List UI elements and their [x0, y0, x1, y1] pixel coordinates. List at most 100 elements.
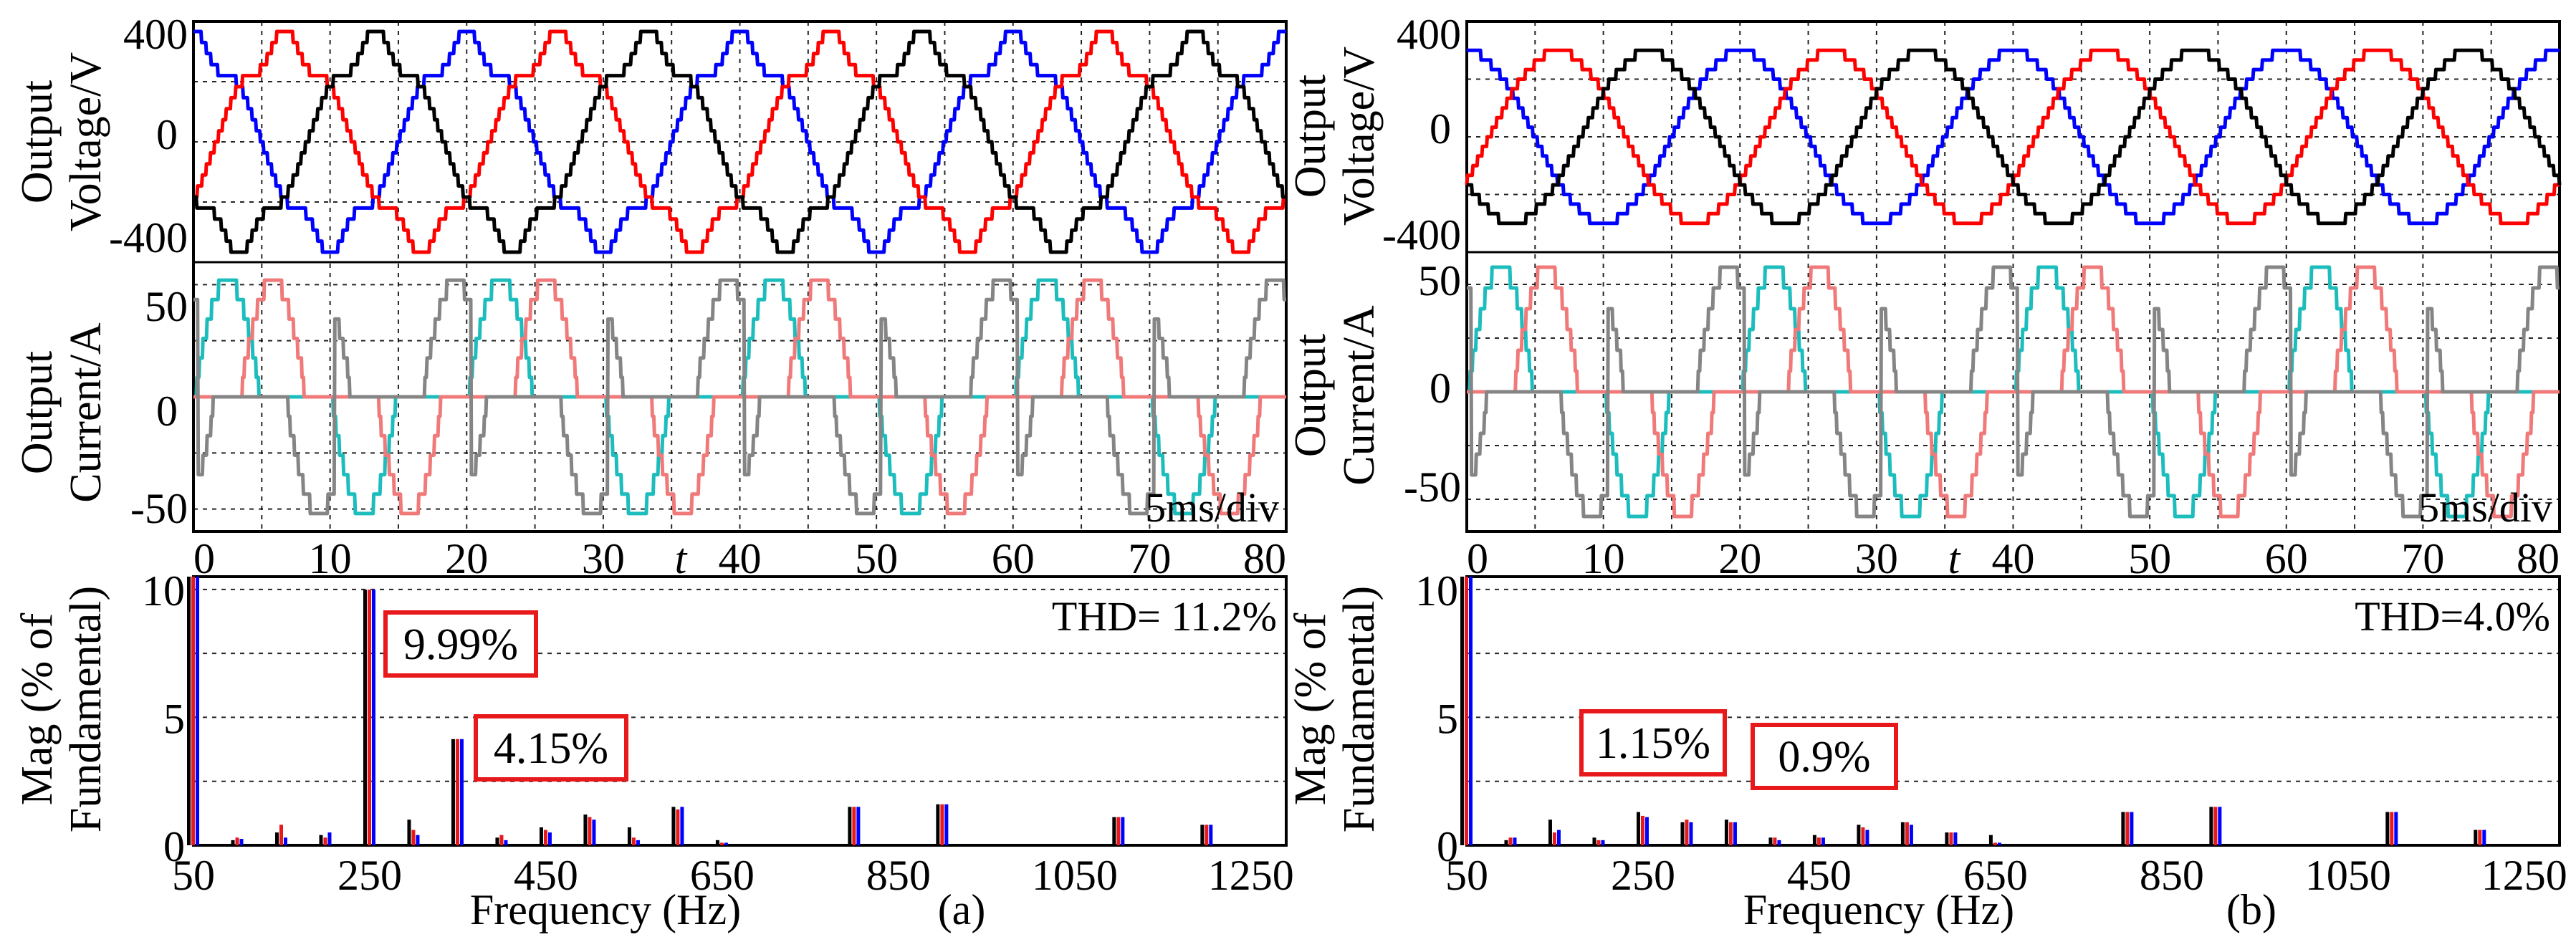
spectrum-bar [539, 827, 543, 845]
spectrum-bar [1949, 832, 1953, 845]
current-ytick-bottom-b: -50 [1404, 463, 1461, 511]
spectrum-xtick-label: 50 [172, 852, 215, 899]
spectrum-bar [583, 814, 588, 845]
current-traces-a [192, 278, 1288, 516]
callout-text-5th-a: 9.99% [403, 620, 518, 669]
callout-text-5th-b: 1.15% [1596, 719, 1710, 768]
current-ylabel-line1-b: Output [1286, 334, 1335, 457]
current-ylabel-line2-a: Current/A [62, 322, 110, 503]
current-ytick-top-a: 50 [145, 283, 188, 330]
spectrum-xtick-label: 1050 [2305, 852, 2391, 899]
waveform-grid-b [1467, 21, 2560, 532]
spectrum-bar [2209, 807, 2213, 845]
spectrum-xtick-label: 250 [337, 852, 402, 899]
spectrum-ytick-label: 10 [142, 567, 185, 615]
current-trace-phase-c [192, 278, 1288, 516]
spectrum-bar [1116, 817, 1121, 845]
spectrum-bar [1857, 824, 1861, 845]
spectrum-bar [631, 837, 636, 845]
spectrum-bar [1900, 822, 1905, 845]
current-ytick-bottom-a: -50 [130, 485, 188, 532]
current-ytick-top-b: 50 [1418, 257, 1461, 304]
spectrum-bar [196, 577, 199, 845]
spectrum-xticks-a: 50 250 450 650 850 1050 1250 [172, 852, 1294, 899]
spectrum-bar [936, 804, 940, 845]
spectrum-bar [856, 807, 861, 845]
callout-text-7th-b: 0.9% [1778, 733, 1870, 782]
spectrum-bar [2478, 830, 2482, 845]
spectrum-bar [1777, 840, 1781, 845]
spectrum-bar [1733, 822, 1737, 845]
spectrum-bar [283, 837, 287, 845]
spectrum-bar [1988, 835, 1993, 845]
voltage-ylabel-line2-a: Voltage/V [62, 52, 110, 231]
spectrum-xtick-label: 1050 [1032, 852, 1118, 899]
spectrum-bar [1865, 830, 1869, 845]
spectrum-xtick-label: 50 [1445, 852, 1488, 899]
spectrum-xtick-label: 850 [866, 852, 931, 899]
spectrum-ytick-label: 0 [163, 823, 185, 870]
spectrum-bar [407, 819, 411, 845]
spectrum-bar [1513, 837, 1517, 845]
callout-box-5th-a [383, 610, 538, 678]
spectrum-bar [2125, 812, 2130, 845]
spectrum-bar [1552, 832, 1556, 845]
voltage-traces-b [1465, 48, 2562, 226]
voltage-trace-phase-c [192, 29, 1288, 254]
spectrum-bar [1997, 842, 2001, 845]
spectrum-bar [1689, 822, 1693, 845]
spectrum-bar [1640, 815, 1644, 845]
callout-box-7th-b [1751, 723, 1898, 790]
spectrum-bar [323, 837, 327, 845]
spectrum-bar [1816, 837, 1821, 845]
spectrum-bar [1205, 824, 1209, 845]
spectrum-bar [1601, 840, 1605, 845]
spectrum-bar [2390, 812, 2394, 845]
voltage-ytick-bottom-a: -400 [109, 214, 188, 261]
spectrum-bar [2130, 812, 2134, 845]
spectrum-bar [1592, 837, 1596, 845]
spectrum-bar [2474, 830, 2478, 845]
callout-box-5th-b [1579, 709, 1727, 776]
spectrum-bar [1508, 837, 1513, 845]
spectrum-bar [239, 839, 244, 845]
spectrum-xtick-label: 450 [1787, 852, 1852, 899]
spectrum-xlabel-a: Frequency (Hz) [470, 886, 741, 933]
spectrum-bar [1644, 817, 1649, 845]
spectrum-bar [363, 590, 367, 845]
spectrum-bar [191, 577, 195, 845]
spectrum-bar [1121, 817, 1125, 845]
time-tick-label: 70 [2401, 535, 2444, 582]
spectrum-bar [2482, 830, 2486, 845]
current-ylabel-line2-b: Current/A [1335, 305, 1384, 486]
time-tick-label: 40 [719, 535, 762, 582]
spectrum-bar [724, 842, 728, 845]
current-ytick-mid-a: 0 [156, 388, 178, 435]
voltage-ylabel-line1-a: Output [13, 80, 62, 203]
time-tick-label: 20 [445, 535, 488, 582]
time-tick-label: 30 [582, 535, 625, 582]
voltage-ytick-mid-a: 0 [156, 111, 178, 158]
spectrum-bar [455, 739, 459, 845]
spectrum-ylabel-line1-b: Mag (% of [1286, 612, 1335, 805]
time-tick-label: 50 [2128, 535, 2171, 582]
spectrum-ylabel-line1-a: Mag (% of [13, 612, 62, 805]
spectrum-bar [547, 832, 552, 845]
spectrum-xtick-label: 650 [1963, 852, 2028, 899]
spectrum-ytick-label: 0 [1437, 823, 1458, 870]
spectrum-bar [715, 840, 719, 845]
spectrum-bar [1945, 832, 1949, 845]
waveform-grid-a [193, 21, 1286, 532]
spectrum-bar [592, 819, 596, 845]
callout-box-7th-a [474, 714, 628, 782]
spectrum-bar [1724, 819, 1728, 845]
time-ticks-b: 0 10 20 30 40 50 60 70 80 [1467, 535, 2560, 582]
spectrum-bar [371, 590, 375, 845]
voltage-ytick-top-b: 400 [1397, 11, 1461, 58]
spectrum-bar [1636, 812, 1640, 845]
spectrum-bar [676, 809, 680, 845]
time-tick-label: 50 [855, 535, 898, 582]
spectrum-bar [235, 837, 239, 845]
spectrum-bar [543, 830, 547, 845]
spectrum-bar [1680, 822, 1685, 845]
